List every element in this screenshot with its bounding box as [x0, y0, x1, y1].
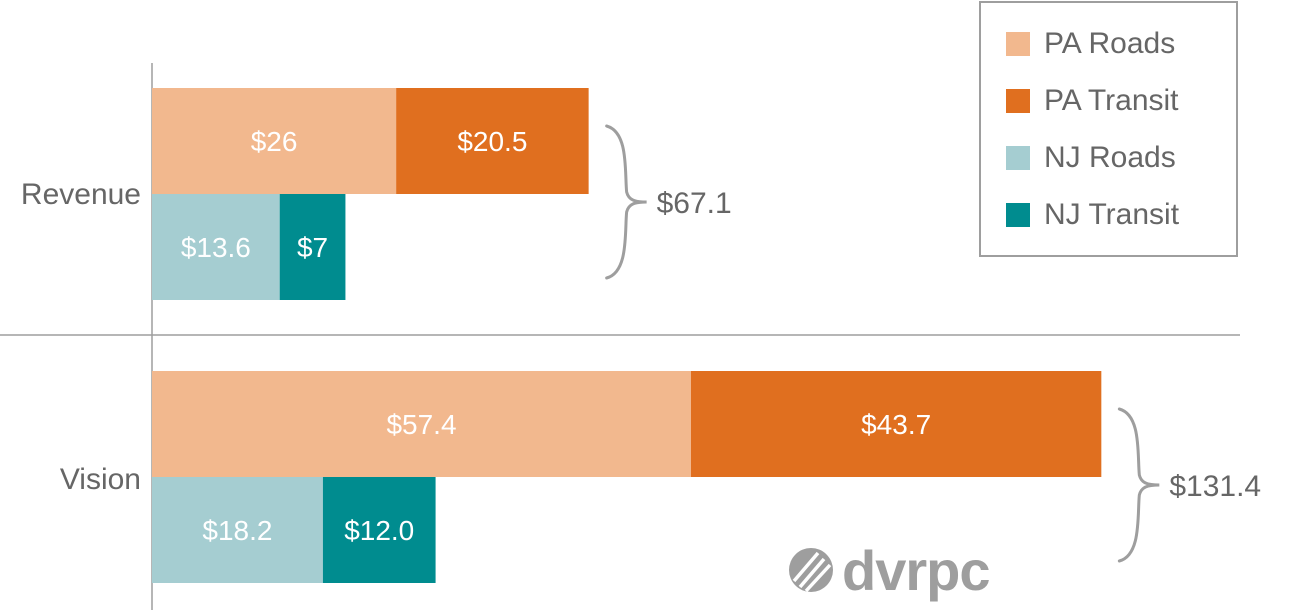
category-label-revenue: Revenue	[21, 178, 141, 211]
legend-swatch-nj-roads	[1006, 146, 1030, 170]
legend-label: PA Transit	[1044, 84, 1179, 117]
total-labels: $67.1 $131.4	[657, 187, 1261, 503]
bar-label-pa-roads-revenue: $26	[251, 126, 298, 157]
bar-pa-roads-revenue	[152, 88, 397, 194]
bar-nj-transit-revenue	[279, 194, 346, 300]
dvrpc-mark-icon	[789, 548, 833, 593]
bar-pa-transit-vision	[690, 371, 1102, 477]
legend-item-pa-transit: PA Transit	[1006, 81, 1179, 121]
bar-label-pa-transit-revenue: $20.5	[457, 126, 527, 157]
legend-label: NJ Transit	[1044, 198, 1180, 231]
logo-text: dvrpc	[842, 538, 990, 602]
total-label-vision: $131.4	[1169, 470, 1261, 503]
bar-pa-roads-vision	[152, 371, 691, 477]
legend-item-pa-roads: PA Roads	[1006, 24, 1175, 64]
bar-labels: $26 $20.5 $13.6 $7 $57.4 $43.7 $18.2 $12.0	[181, 126, 931, 546]
legend-swatch-nj-transit	[1006, 203, 1030, 227]
bar-label-nj-transit-revenue: $7	[297, 232, 328, 263]
bar-label-pa-roads-vision: $57.4	[386, 409, 456, 440]
legend-label: PA Roads	[1044, 27, 1176, 60]
legend-swatch-pa-roads	[1006, 32, 1030, 56]
total-label-revenue: $67.1	[657, 187, 732, 220]
category-label-vision: Vision	[60, 463, 141, 496]
bars	[152, 88, 1102, 583]
bar-nj-roads-revenue	[152, 194, 280, 300]
brace-revenue	[605, 124, 647, 280]
legend-item-nj-roads: NJ Roads	[1006, 138, 1176, 178]
category-labels: Revenue Vision	[21, 178, 141, 496]
bar-label-nj-transit-vision: $12.0	[344, 515, 414, 546]
dvrpc-logo: dvrpc	[786, 535, 990, 605]
legend-item-nj-transit: NJ Transit	[1006, 195, 1179, 235]
bar-nj-roads-vision	[152, 477, 323, 583]
bar-label-nj-roads-vision: $18.2	[202, 515, 272, 546]
bar-pa-transit-revenue	[396, 88, 589, 194]
legend-label: NJ Roads	[1044, 141, 1176, 174]
legend: PA Roads PA Transit NJ Roads NJ Transit	[979, 1, 1238, 257]
bar-label-pa-transit-vision: $43.7	[861, 409, 931, 440]
legend-swatch-pa-transit	[1006, 89, 1030, 113]
bar-label-nj-roads-revenue: $13.6	[181, 232, 251, 263]
bar-nj-transit-vision	[322, 477, 436, 583]
brace-vision	[1117, 407, 1160, 563]
